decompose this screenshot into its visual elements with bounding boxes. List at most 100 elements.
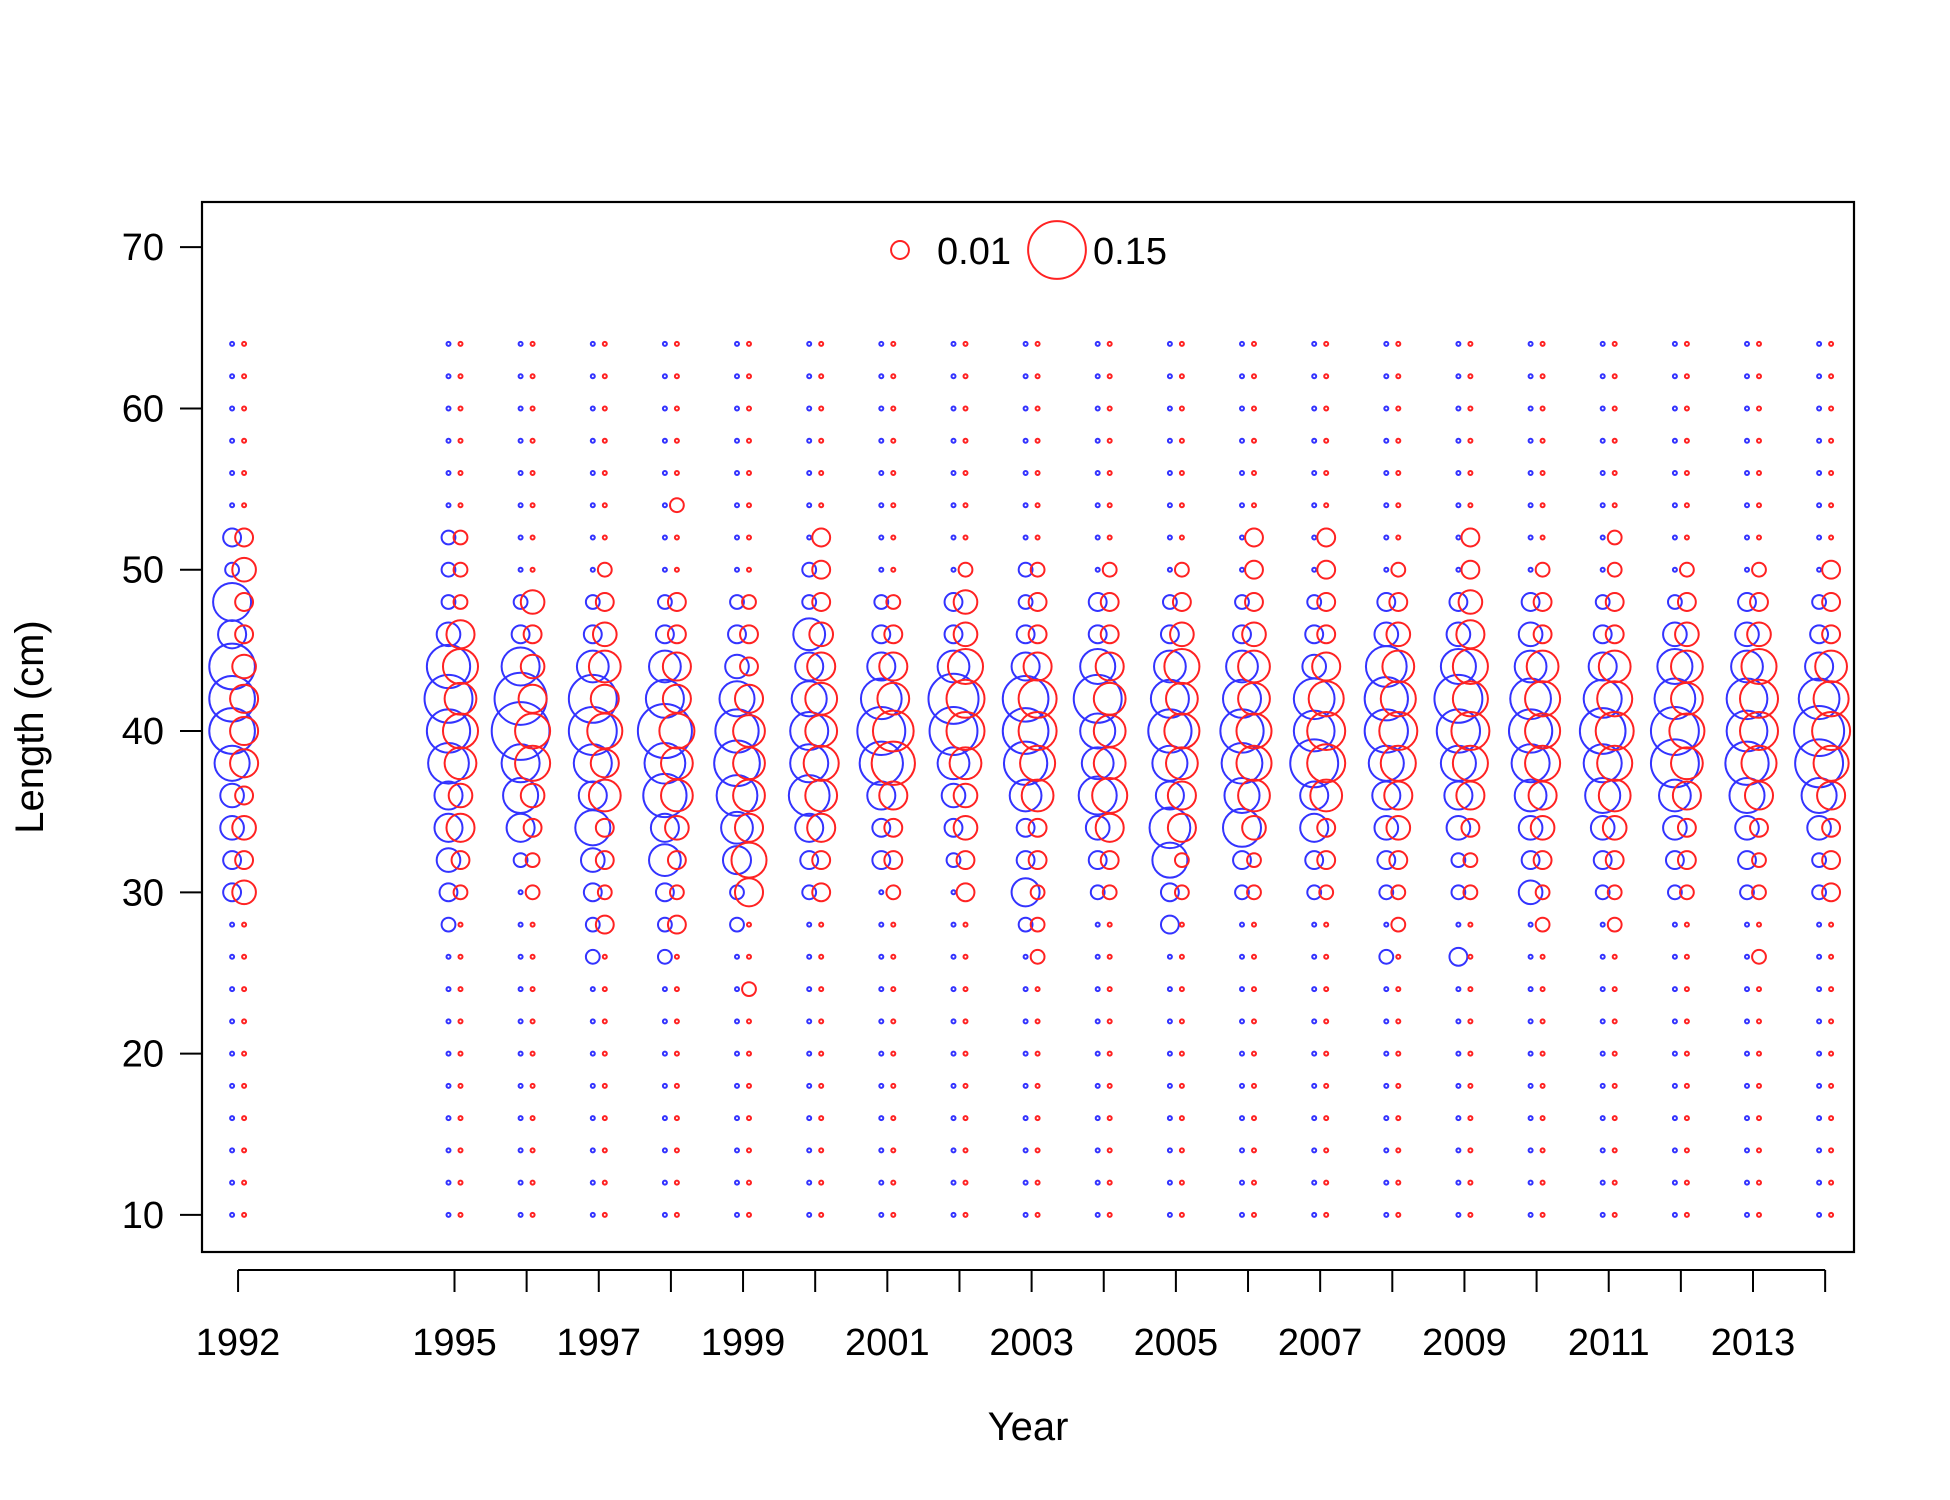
bubble-red-1998-12 xyxy=(673,1179,680,1186)
bubble-blue-2000-54 xyxy=(806,502,813,509)
bubble-blue-2014-48 xyxy=(1811,594,1828,610)
bubble-blue-2013-62 xyxy=(1744,373,1750,380)
bubble-red-2009-26 xyxy=(1467,953,1474,960)
bubble-red-2007-36 xyxy=(1309,778,1344,813)
bubble-red-2002-46 xyxy=(952,621,979,648)
bubble-red-2007-10 xyxy=(1323,1211,1330,1218)
bubble-red-2001-54 xyxy=(890,502,897,509)
bubble-red-2010-46 xyxy=(1532,624,1553,645)
bubble-red-2004-32 xyxy=(1099,850,1120,871)
bubble-red-2011-12 xyxy=(1611,1179,1618,1186)
bubble-blue-2002-58 xyxy=(950,437,957,444)
bubble-red-1997-18 xyxy=(601,1082,608,1089)
bubble-red-1992-10 xyxy=(241,1211,248,1218)
bubble-blue-2012-14 xyxy=(1671,1147,1678,1154)
bubble-red-1996-18 xyxy=(529,1082,536,1089)
bubble-red-1995-50 xyxy=(452,561,469,578)
bubble-red-2014-26 xyxy=(1828,953,1835,960)
bubble-red-1997-48 xyxy=(594,592,615,612)
x-tick-label: 2009 xyxy=(1422,1322,1507,1364)
bubble-blue-2002-36 xyxy=(940,782,967,809)
bubble-red-1998-24 xyxy=(673,986,680,993)
bubble-red-2010-18 xyxy=(1539,1082,1546,1089)
bubble-red-2005-46 xyxy=(1169,621,1195,648)
bubble-red-2010-30 xyxy=(1534,884,1551,901)
bubble-red-2011-32 xyxy=(1604,850,1625,871)
bubble-blue-2006-64 xyxy=(1239,340,1245,347)
bubble-red-2012-20 xyxy=(1683,1050,1690,1057)
bubble-red-2007-64 xyxy=(1323,340,1330,347)
bubble-blue-1992-20 xyxy=(229,1050,236,1057)
bubble-red-2004-62 xyxy=(1106,373,1113,380)
bubble-red-2006-10 xyxy=(1251,1211,1257,1218)
bubble-blue-2012-60 xyxy=(1671,405,1678,412)
bubble-blue-2004-36 xyxy=(1077,775,1118,816)
bubble-red-2011-20 xyxy=(1611,1050,1618,1057)
bubble-red-1995-48 xyxy=(452,594,469,610)
bubble-red-2012-54 xyxy=(1683,502,1690,509)
bubble-blue-2007-48 xyxy=(1306,594,1323,610)
bubble-red-2008-48 xyxy=(1388,592,1409,612)
bubble-red-2004-46 xyxy=(1099,624,1120,645)
bubble-red-2001-34 xyxy=(883,817,904,838)
bubble-red-2005-58 xyxy=(1178,437,1185,444)
bubble-blue-2004-28 xyxy=(1094,921,1101,928)
bubble-red-2003-22 xyxy=(1034,1018,1041,1025)
bubble-red-2005-42 xyxy=(1165,681,1199,716)
bubble-red-1997-56 xyxy=(601,470,608,476)
bubble-blue-2013-64 xyxy=(1744,340,1750,347)
bubble-red-1997-10 xyxy=(601,1211,608,1218)
bubble-red-2003-64 xyxy=(1034,340,1041,347)
bubble-blue-1995-20 xyxy=(445,1050,452,1057)
bubble-blue-2007-30 xyxy=(1306,884,1323,901)
bubble-blue-2014-10 xyxy=(1816,1211,1823,1218)
bubble-blue-2012-56 xyxy=(1671,470,1678,476)
bubble-red-1997-52 xyxy=(601,534,608,541)
bubble-blue-1996-20 xyxy=(517,1050,524,1057)
bubble-blue-2012-16 xyxy=(1671,1115,1678,1122)
bubble-blue-2014-16 xyxy=(1816,1115,1823,1122)
bubble-red-2013-42 xyxy=(1739,678,1779,719)
bubble-blue-2011-14 xyxy=(1599,1147,1606,1154)
bubble-blue-1995-52 xyxy=(440,529,457,546)
bubble-blue-1996-26 xyxy=(517,953,524,960)
bubble-blue-2009-22 xyxy=(1455,1018,1462,1025)
bubble-blue-1998-20 xyxy=(661,1050,668,1057)
bubble-blue-2003-32 xyxy=(1015,850,1036,871)
bubble-red-2011-48 xyxy=(1604,592,1625,612)
bubble-red-2008-42 xyxy=(1379,680,1417,718)
bubble-blue-2008-64 xyxy=(1383,340,1390,347)
bubble-red-1997-44 xyxy=(587,649,622,684)
bubble-blue-2010-28 xyxy=(1527,921,1534,928)
bubble-red-1998-30 xyxy=(668,884,685,901)
x-tick-label: 1992 xyxy=(196,1322,281,1364)
bubble-red-2002-14 xyxy=(962,1147,969,1154)
bubble-blue-1992-42 xyxy=(208,674,256,723)
bubble-blue-1996-64 xyxy=(517,340,524,347)
bubble-blue-2009-32 xyxy=(1450,852,1467,869)
bubble-blue-2003-34 xyxy=(1015,817,1036,838)
bubble-red-2009-60 xyxy=(1467,405,1474,412)
bubble-red-1992-54 xyxy=(241,502,248,509)
bubble-blue-2006-30 xyxy=(1234,884,1250,901)
bubble-blue-1999-50 xyxy=(734,566,740,573)
bubble-blue-1998-54 xyxy=(661,502,668,509)
bubble-red-2014-20 xyxy=(1828,1050,1835,1057)
x-axis: 1992 1995 1997 1999 2001 2003 2005 2007 2009 2011… xyxy=(196,1269,1827,1364)
bubble-red-1996-14 xyxy=(529,1147,536,1154)
bubble-red-2011-18 xyxy=(1611,1082,1618,1089)
bubble-red-1998-14 xyxy=(673,1147,680,1154)
bubble-red-1995-26 xyxy=(457,953,464,960)
bubble-red-2013-30 xyxy=(1751,884,1767,901)
bubble-red-2006-18 xyxy=(1251,1082,1257,1089)
bubble-red-2012-16 xyxy=(1683,1115,1690,1122)
bubble-red-2003-18 xyxy=(1034,1082,1041,1089)
bubble-red-2004-52 xyxy=(1106,534,1113,541)
bubble-red-2003-60 xyxy=(1034,405,1041,412)
bubble-red-2014-58 xyxy=(1828,437,1835,444)
bubble-red-1992-26 xyxy=(241,953,248,960)
bubble-red-2012-22 xyxy=(1683,1018,1690,1025)
bubble-red-2010-42 xyxy=(1524,680,1562,718)
bubble-red-2005-12 xyxy=(1178,1179,1185,1186)
bubble-red-1995-18 xyxy=(457,1082,464,1089)
